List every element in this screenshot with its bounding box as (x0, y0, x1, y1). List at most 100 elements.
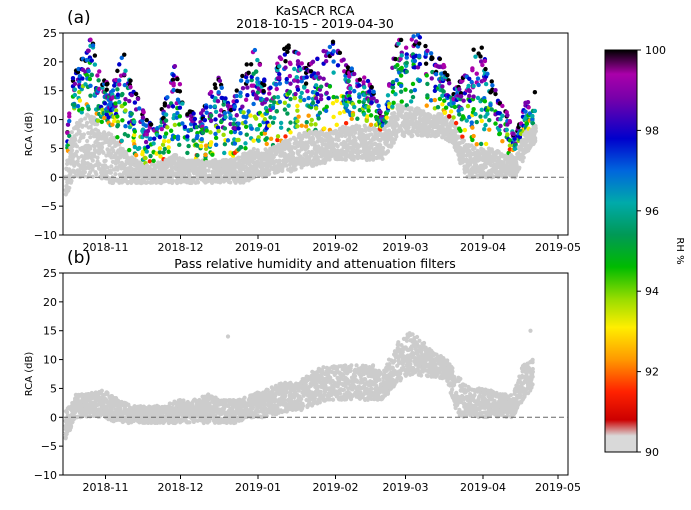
data-point (255, 76, 260, 81)
data-point (487, 127, 492, 132)
data-point (448, 109, 454, 114)
data-point (270, 105, 276, 111)
data-point (166, 139, 171, 144)
data-point (99, 119, 104, 125)
data-point (366, 108, 371, 113)
data-point (109, 164, 114, 169)
data-point (222, 150, 227, 156)
data-point (132, 129, 138, 134)
data-point (324, 90, 329, 96)
data-point (66, 158, 72, 163)
data-point (337, 110, 343, 116)
data-point (231, 121, 236, 127)
data-point (166, 149, 171, 154)
data-point (412, 87, 418, 93)
data-point (399, 99, 404, 104)
data-point (163, 112, 169, 117)
data-point (119, 138, 124, 143)
data-point (474, 142, 479, 147)
data-point (498, 123, 503, 129)
data-point (277, 64, 282, 69)
data-point (440, 84, 445, 89)
data-point (76, 66, 81, 72)
data-point (460, 134, 465, 139)
data-point (221, 132, 226, 138)
data-point (206, 168, 211, 173)
data-point (415, 132, 420, 138)
data-point (365, 114, 370, 119)
data-point (255, 57, 260, 63)
data-point (73, 153, 79, 158)
data-point (530, 113, 535, 119)
data-point (483, 81, 489, 87)
data-point (208, 140, 214, 145)
data-point (162, 146, 168, 152)
y-tick-label: 25 (43, 27, 57, 40)
data-point (493, 87, 498, 93)
data-point (241, 110, 246, 115)
data-point (110, 180, 116, 186)
data-point (101, 150, 106, 155)
data-point (352, 88, 357, 94)
data-point (465, 103, 471, 109)
data-point (273, 82, 279, 87)
data-point (349, 66, 354, 71)
data-point (70, 75, 76, 81)
data-point (461, 138, 467, 143)
data-point (255, 90, 261, 95)
y-tick-label: −10 (34, 229, 57, 242)
data-point (217, 78, 223, 84)
data-point (517, 165, 522, 170)
data-point (104, 87, 109, 92)
data-point (123, 108, 128, 113)
data-point (122, 52, 127, 57)
data-point (511, 131, 516, 137)
data-point (500, 113, 505, 118)
x-tick-label: 2019-01 (235, 241, 281, 254)
data-point (117, 62, 122, 67)
data-point (80, 123, 85, 128)
data-point (504, 127, 509, 133)
data-point (222, 141, 228, 147)
data-point (172, 63, 178, 69)
x-tick-label: 2019-05 (535, 241, 581, 254)
data-point (148, 122, 154, 127)
data-point (143, 139, 149, 145)
data-point (423, 43, 428, 49)
data-point (309, 117, 314, 123)
data-point (199, 136, 204, 142)
data-point (532, 108, 538, 114)
data-point (385, 149, 391, 154)
data-point (72, 170, 77, 175)
data-point (89, 72, 94, 78)
data-point (175, 134, 181, 139)
data-point (348, 86, 353, 91)
data-point (80, 76, 85, 81)
data-point (293, 91, 298, 97)
data-point (493, 121, 498, 126)
data-point (313, 122, 318, 127)
data-point (385, 93, 391, 98)
data-point (185, 134, 190, 139)
data-point (115, 167, 120, 172)
data-point (471, 133, 476, 139)
data-point (476, 82, 481, 88)
data-point (423, 61, 429, 66)
data-point (331, 70, 336, 75)
data-point (350, 112, 356, 118)
data-point (378, 109, 383, 115)
data-point (294, 75, 299, 80)
data-point (195, 133, 200, 139)
data-point (95, 155, 100, 160)
data-point (357, 77, 363, 82)
data-point (69, 130, 74, 135)
data-point (322, 126, 327, 131)
data-point (275, 137, 280, 143)
data-point (429, 76, 434, 81)
data-point (236, 126, 241, 131)
data-point (359, 127, 365, 133)
data-point (467, 88, 473, 94)
data-point (115, 122, 121, 128)
data-point (316, 116, 321, 121)
data-point (485, 111, 490, 117)
